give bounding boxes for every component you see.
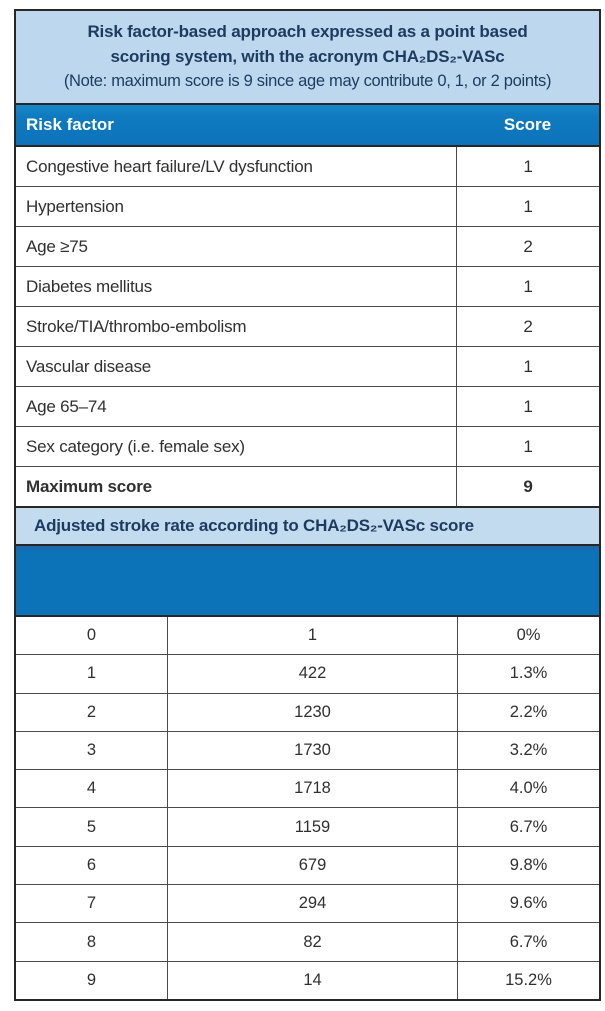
table-row: 3 1730 3.2%: [16, 731, 599, 771]
title-note: (Note: maximum score is 9 since age may …: [63, 72, 552, 91]
risk-factor-column-header: Risk factor: [26, 115, 114, 134]
patients-cell: 1230: [168, 693, 458, 731]
score-cell: 3: [16, 731, 168, 770]
risk-factor-score: 1: [523, 436, 533, 456]
table-row: Congestive heart failure/LV dysfunction …: [16, 147, 599, 187]
rate-cell: 1.3%: [509, 664, 548, 683]
adjusted-stroke-rate-title: Adjusted stroke rate according to CHA₂DS…: [34, 516, 474, 535]
table-row: 6 679 9.8%: [16, 846, 599, 886]
risk-factor-label: Age 65–74: [16, 387, 457, 426]
patients-cell: 1718: [168, 770, 458, 808]
table-row: Age ≥75 2: [16, 227, 599, 267]
rate-cell: 2.2%: [509, 702, 548, 721]
rate-cell: 0%: [516, 626, 541, 645]
patients-cell: 14: [168, 961, 458, 999]
table-row: Vascular disease 1: [16, 347, 599, 387]
rate-cell: 3.2%: [509, 741, 548, 760]
score-cell: 6: [16, 846, 168, 885]
score-column-header: Score: [503, 115, 552, 134]
score-cell: 0: [16, 617, 168, 655]
table-row: 1 422 1.3%: [16, 655, 599, 694]
risk-table-header: Risk factor Score: [16, 105, 599, 147]
table-row: Hypertension 1: [16, 187, 599, 227]
cha2ds2-vasc-table: Risk factor-based approach expressed as …: [14, 9, 601, 1001]
risk-factor-label: Diabetes mellitus: [16, 267, 457, 306]
table-row: Stroke/TIA/thrombo-embolism 2: [16, 307, 599, 347]
rate-cell: 9.6%: [509, 894, 548, 913]
risk-factor-score: 1: [523, 356, 533, 376]
score-cell: 5: [16, 808, 168, 846]
rate-cell: 6.7%: [509, 932, 548, 951]
patients-cell: 1: [168, 617, 458, 655]
risk-factor-score: 2: [523, 236, 533, 256]
risk-factor-label: Hypertension: [16, 187, 457, 226]
table-row: Diabetes mellitus 1: [16, 267, 599, 307]
blank-blue-band: [16, 546, 599, 617]
table-row: Age 65–74 1: [16, 387, 599, 427]
rate-cell: 4.0%: [509, 779, 548, 798]
patients-cell: 1159: [168, 808, 458, 846]
rate-cell: 9.8%: [509, 855, 548, 874]
table-row: 9 14 15.2%: [16, 961, 599, 999]
maximum-score-label: Maximum score: [16, 467, 457, 506]
score-cell: 9: [16, 961, 168, 999]
patients-cell: 679: [168, 846, 458, 885]
score-cell: 8: [16, 923, 168, 961]
patients-cell: 294: [168, 885, 458, 923]
table-row: 0 1 0%: [16, 617, 599, 656]
table-row: 8 82 6.7%: [16, 923, 599, 962]
table-row: Sex category (i.e. female sex) 1: [16, 427, 599, 467]
risk-factor-score: 2: [523, 316, 533, 336]
maximum-score-value: 9: [523, 476, 533, 496]
patients-cell: 82: [168, 923, 458, 961]
patients-cell: 1730: [168, 731, 458, 770]
stroke-rate-table: 0 1 0% 1 422 1.3% 2 1230 2.2% 3 1730 3.2…: [16, 617, 599, 999]
risk-factor-label: Congestive heart failure/LV dysfunction: [16, 147, 457, 186]
score-cell: 4: [16, 770, 168, 808]
title-line-2: scoring system, with the acronym CHA₂DS₂…: [110, 46, 505, 66]
maximum-score-row: Maximum score 9: [16, 467, 599, 508]
rate-cell: 15.2%: [505, 970, 552, 989]
table-row: 7 294 9.6%: [16, 885, 599, 924]
score-cell: 1: [16, 655, 168, 693]
table-row: 5 1159 6.7%: [16, 808, 599, 847]
rate-cell: 6.7%: [509, 817, 548, 836]
table-row: 4 1718 4.0%: [16, 770, 599, 809]
table-row: 2 1230 2.2%: [16, 693, 599, 732]
score-cell: 7: [16, 885, 168, 923]
risk-factor-label: Age ≥75: [16, 227, 457, 266]
title-box: Risk factor-based approach expressed as …: [16, 11, 599, 105]
title-line-1: Risk factor-based approach expressed as …: [87, 21, 528, 41]
risk-factor-score: 1: [523, 156, 533, 176]
adjusted-stroke-rate-header: Adjusted stroke rate according to CHA₂DS…: [16, 508, 599, 546]
risk-factor-score: 1: [523, 396, 533, 416]
risk-factor-label: Stroke/TIA/thrombo-embolism: [16, 307, 457, 346]
score-cell: 2: [16, 693, 168, 731]
risk-factor-score: 1: [523, 276, 533, 296]
risk-factor-label: Sex category (i.e. female sex): [16, 427, 457, 466]
risk-factor-score: 1: [523, 196, 533, 216]
patients-cell: 422: [168, 655, 458, 693]
risk-factor-label: Vascular disease: [16, 347, 457, 386]
